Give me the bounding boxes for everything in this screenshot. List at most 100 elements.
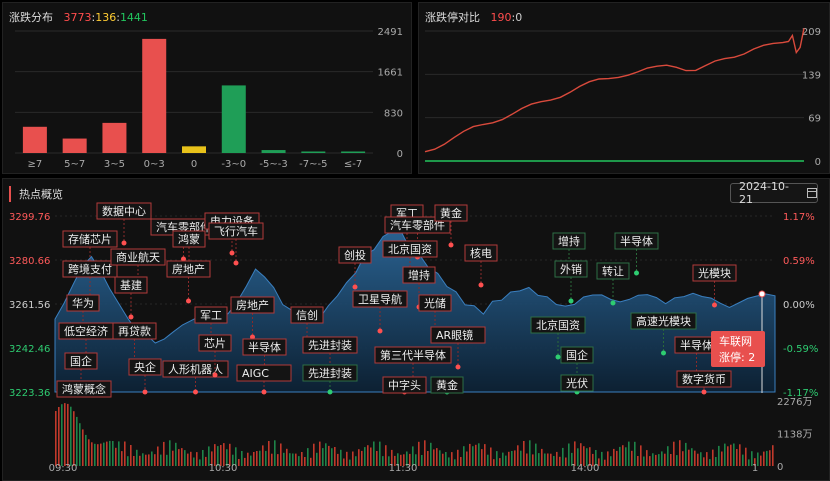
volume-bar (586, 448, 588, 466)
volume-bar (187, 453, 189, 466)
volume-bar (517, 445, 519, 466)
volume-bar (718, 445, 720, 466)
volume-bar (427, 451, 429, 466)
marker-label: 信创 (296, 309, 318, 322)
volume-bar (310, 457, 312, 466)
marker-dot (712, 302, 717, 308)
marker-box (166, 260, 211, 278)
calendar-icon[interactable] (807, 188, 817, 198)
volume-bar (466, 451, 468, 466)
marker-box (382, 376, 427, 394)
marker-box (596, 262, 630, 280)
volume-bar (712, 449, 714, 466)
marker: 创投 (338, 246, 372, 290)
volume-bar (451, 452, 453, 466)
x-tick-label: -7~-5 (299, 159, 327, 170)
cursor-dot (758, 290, 766, 298)
volume-bar (214, 444, 216, 466)
volume-bar (733, 443, 735, 466)
volume-bar (475, 444, 477, 466)
limit-down-count: 0 (515, 11, 523, 24)
volume-bar (766, 450, 768, 466)
marker: 增持 (552, 232, 586, 276)
date-picker[interactable]: 2024-10-21 (730, 180, 818, 206)
volume-bar (142, 453, 144, 466)
volume-bar (535, 443, 537, 466)
volume-bar (133, 456, 135, 466)
volume-bar (553, 456, 555, 466)
volume-bar (709, 459, 711, 466)
marker-label: 数字货币 (682, 372, 726, 386)
marker-dot (250, 334, 255, 340)
volume-bar (223, 443, 225, 466)
marker-box (614, 232, 659, 250)
volume-bar (175, 442, 177, 466)
volume-bar (412, 446, 414, 466)
volume-bar (208, 446, 210, 466)
volume-bar (61, 404, 63, 466)
volume-bar (157, 446, 159, 466)
volume-bar (250, 455, 252, 466)
volume-bar (688, 449, 690, 466)
volume-bar (418, 441, 420, 466)
volume-bar (508, 451, 510, 466)
volume-bar (436, 448, 438, 466)
volume-bar (631, 450, 633, 466)
volume-bar (664, 453, 666, 466)
x-tick-label: -5~-3 (259, 159, 287, 170)
volume-bar (292, 453, 294, 466)
marker-label: 再贷款 (118, 324, 151, 338)
limit-chart: 209 139 69 0 (424, 27, 821, 168)
marker-box (110, 248, 166, 266)
volume-bar (649, 456, 651, 466)
volume-bar (604, 459, 606, 466)
marker: 外销 (554, 260, 588, 304)
marker: 核电 (464, 244, 498, 288)
marker-dot (186, 298, 191, 304)
volume-bar (430, 442, 432, 466)
volume-bar (559, 456, 561, 466)
marker-box (208, 222, 264, 240)
marker-label: 低空经济 (64, 324, 108, 338)
marker-dot (327, 389, 333, 395)
volume-bar (748, 459, 750, 466)
marker-box (692, 264, 737, 282)
marker-label: 外销 (560, 262, 582, 276)
x-tick-label: 1 (752, 463, 758, 474)
marker: 半导体 (614, 232, 659, 276)
volume-bar (727, 446, 729, 466)
volume-bar (415, 454, 417, 466)
volume-bar (751, 451, 753, 466)
volume-bar (754, 458, 756, 466)
marker-label: 核电 (470, 246, 492, 260)
y-tick-label: 3223.36 (9, 388, 50, 399)
volume-bar (571, 452, 573, 466)
marker-dot (634, 270, 639, 276)
bar (142, 38, 167, 153)
limit-panel: 涨跌停对比 190:0 209 139 69 0 (418, 2, 830, 174)
volume-bar (694, 450, 696, 466)
volume-bar (607, 451, 609, 466)
marker-label: 鸿蒙 (178, 232, 200, 246)
marker-dot (181, 256, 186, 262)
pct-tick-label: -0.59% (783, 344, 818, 355)
volume-bar (55, 411, 57, 466)
marker-label: 国企 (70, 354, 92, 368)
volume-bar (178, 449, 180, 466)
volume-bar (526, 453, 528, 466)
volume-bar (334, 447, 336, 466)
volume-bar (289, 453, 291, 466)
volume-bar (343, 458, 345, 466)
marker-box (560, 346, 594, 364)
volume-bar (148, 454, 150, 466)
volume-bar (511, 451, 513, 466)
volume-bar (577, 448, 579, 466)
marker: 黄金 (434, 204, 468, 248)
volume-bar (181, 448, 183, 466)
volume-bar (85, 434, 87, 466)
volume-bar (154, 454, 156, 466)
y-tick-label: 3261.56 (9, 300, 50, 311)
volume-bar (394, 455, 396, 466)
volume-bar (493, 459, 495, 466)
marker-box (464, 244, 498, 262)
